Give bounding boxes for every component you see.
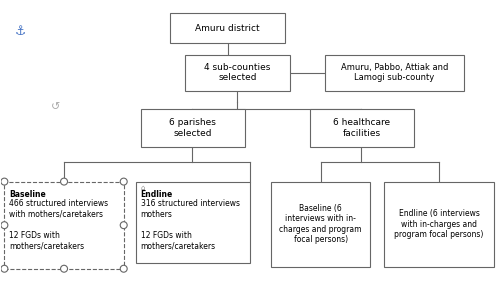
FancyBboxPatch shape — [186, 55, 290, 91]
Text: 466 structured interviews
with mothers/caretakers

12 FGDs with
mothers/caretake: 466 structured interviews with mothers/c… — [10, 199, 108, 250]
FancyBboxPatch shape — [140, 109, 245, 147]
Text: ↺: ↺ — [50, 102, 60, 112]
Text: Endline: Endline — [140, 190, 173, 199]
Circle shape — [120, 222, 127, 229]
Text: 4 sub-counties
selected: 4 sub-counties selected — [204, 63, 271, 82]
Text: Amuru district: Amuru district — [196, 24, 260, 33]
Circle shape — [120, 178, 127, 185]
Circle shape — [1, 265, 8, 272]
Text: 6 healthcare
facilities: 6 healthcare facilities — [334, 118, 390, 138]
Circle shape — [1, 178, 8, 185]
FancyBboxPatch shape — [271, 182, 370, 267]
Circle shape — [60, 178, 68, 185]
Text: 6 parishes
selected: 6 parishes selected — [170, 118, 216, 138]
Text: Amuru, Pabbo, Attiak and
Lamogi sub-county: Amuru, Pabbo, Attiak and Lamogi sub-coun… — [340, 63, 448, 82]
Text: 316 structured interviews
mothers

12 FGDs with
mothers/caretakers: 316 structured interviews mothers 12 FGD… — [140, 199, 239, 250]
Circle shape — [60, 265, 68, 272]
Circle shape — [1, 222, 8, 229]
FancyBboxPatch shape — [4, 182, 124, 269]
FancyBboxPatch shape — [324, 55, 464, 91]
Text: Baseline: Baseline — [10, 190, 46, 199]
Text: ⌂: ⌂ — [140, 184, 145, 191]
Text: Baseline (6
interviews with in-
charges and program
focal persons): Baseline (6 interviews with in- charges … — [280, 204, 362, 244]
Circle shape — [120, 265, 127, 272]
FancyBboxPatch shape — [136, 182, 250, 263]
FancyBboxPatch shape — [310, 109, 414, 147]
FancyBboxPatch shape — [170, 13, 285, 43]
Text: ⚓: ⚓ — [16, 25, 26, 38]
FancyBboxPatch shape — [384, 182, 494, 267]
Text: Endline (6 interviews
with in-charges and
program focal persons): Endline (6 interviews with in-charges an… — [394, 209, 484, 239]
